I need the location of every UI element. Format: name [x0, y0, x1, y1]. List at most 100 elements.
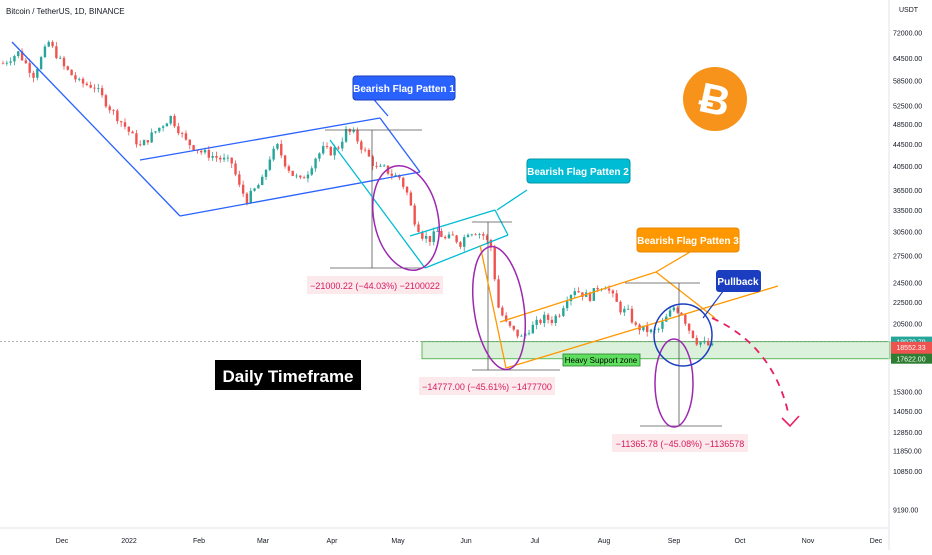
candle-body	[5, 62, 9, 64]
timeframe-label: Daily Timeframe	[215, 360, 361, 390]
candle-body	[417, 224, 420, 232]
candle-body	[207, 150, 211, 158]
callout-pattern-3[interactable]: Bearish Flag Patten 3	[636, 227, 740, 253]
candle-body	[497, 279, 500, 308]
candle-body	[626, 308, 630, 310]
candle-body	[504, 315, 508, 322]
candle-body	[43, 46, 47, 58]
candle-body	[424, 235, 428, 239]
price-badge-text: 17622.00	[896, 357, 925, 364]
price-axis[interactable]: USDT 72000.00 64500.00 58500.00 52500.00 485…	[888, 0, 932, 550]
candle-body	[184, 133, 188, 140]
candle-body	[78, 78, 81, 80]
candle-body	[493, 247, 496, 280]
measure-label-3-text: −11365.78 (−45.08%) −1136578	[616, 439, 745, 449]
projection-arrow-icon	[781, 415, 800, 428]
price-badge	[891, 341, 932, 352]
candle-body	[539, 319, 542, 324]
candle-body	[577, 291, 580, 293]
candle-body	[211, 156, 214, 158]
callout-pattern-1[interactable]: Bearish Flag Patten 1	[352, 75, 456, 101]
candle-body	[474, 234, 477, 236]
candle-body	[710, 343, 714, 346]
candle-body	[706, 340, 710, 346]
candle-body	[173, 115, 176, 127]
candle-body	[142, 140, 146, 146]
candle-body	[245, 193, 249, 204]
candle-body	[478, 234, 481, 235]
candle-body	[215, 156, 218, 158]
time-tick-label: 2022	[121, 538, 137, 545]
support-zone-text: Heavy Support zone	[565, 356, 638, 365]
callout-pullback[interactable]: Pullback	[716, 270, 761, 292]
price-badge-text: 18552.33	[896, 345, 925, 352]
candle-body	[9, 61, 12, 63]
candle-body	[360, 141, 363, 150]
callout-pattern-3-text: Bearish Flag Patten 3	[637, 236, 739, 247]
candle-body	[188, 139, 191, 146]
price-tick-label: 24500.00	[893, 280, 922, 287]
candle-body	[291, 170, 294, 176]
time-tick-label: Jun	[460, 538, 471, 545]
time-axis[interactable]: Dec 2022 Feb Mar Apr May Jun Jul Aug Sep Oct Nov Dec	[0, 527, 889, 545]
candle-body	[257, 185, 260, 189]
candle-body	[66, 66, 70, 70]
candle-body	[520, 335, 523, 337]
measure-1-lines	[325, 129, 422, 269]
candle-body	[165, 123, 169, 127]
candle-body	[85, 83, 89, 85]
candle-body	[390, 173, 394, 176]
candle-body	[466, 234, 470, 238]
candle-body	[611, 290, 615, 294]
candle-body	[150, 132, 153, 143]
price-tick-label: 10850.00	[893, 469, 922, 476]
candle-body	[280, 143, 283, 156]
candle-body	[676, 307, 679, 313]
candle-body	[687, 323, 691, 331]
candle-body	[451, 234, 454, 236]
flag-channel-3	[479, 244, 779, 369]
candle-body	[318, 153, 321, 159]
candle-body	[581, 292, 584, 297]
highlight-ellipse-2	[472, 245, 526, 371]
measure-3-lines	[625, 282, 722, 427]
price-tick-label: 52500.00	[893, 104, 922, 111]
candle-body	[17, 51, 20, 57]
candle-body	[104, 95, 108, 107]
candle-body	[62, 57, 66, 67]
candle-body	[295, 175, 298, 177]
candle-body	[192, 145, 195, 151]
candle-body	[161, 126, 165, 128]
candle-body	[302, 177, 306, 179]
candle-body	[554, 315, 557, 323]
candle-body	[463, 237, 466, 247]
measure-label-2-text: −14777.00 (−45.61%) −1477700	[422, 382, 552, 392]
candle-body	[116, 110, 119, 122]
candle-body	[432, 231, 435, 242]
candle-body	[51, 41, 54, 47]
candle-body	[253, 188, 256, 191]
time-tick-label: Dec	[56, 538, 69, 545]
candle-body	[139, 144, 142, 146]
candle-body	[272, 148, 275, 160]
time-tick-label: Feb	[193, 538, 205, 545]
price-tick-label: 11850.00	[893, 449, 922, 456]
candle-body	[39, 57, 43, 70]
candle-body	[344, 128, 348, 142]
callout-pattern-2[interactable]: Bearish Flag Patten 2	[526, 158, 631, 184]
callout-pattern-2-text: Bearish Flag Patten 2	[527, 167, 629, 178]
candle-body	[55, 46, 58, 59]
candle-body	[222, 157, 226, 160]
candle-body	[24, 60, 28, 64]
candle-body	[100, 88, 104, 96]
candle-body	[276, 143, 279, 149]
time-tick-label: Dec	[870, 538, 883, 545]
candle-body	[123, 122, 127, 127]
candle-body	[36, 69, 39, 78]
time-tick-label: Jul	[531, 538, 540, 545]
price-tick-label: 72000.00	[893, 30, 922, 37]
price-tick-label: 33500.00	[893, 208, 922, 215]
measure-label-2: −14777.00 (−45.61%) −1477700	[419, 377, 555, 395]
candle-body	[562, 308, 565, 316]
